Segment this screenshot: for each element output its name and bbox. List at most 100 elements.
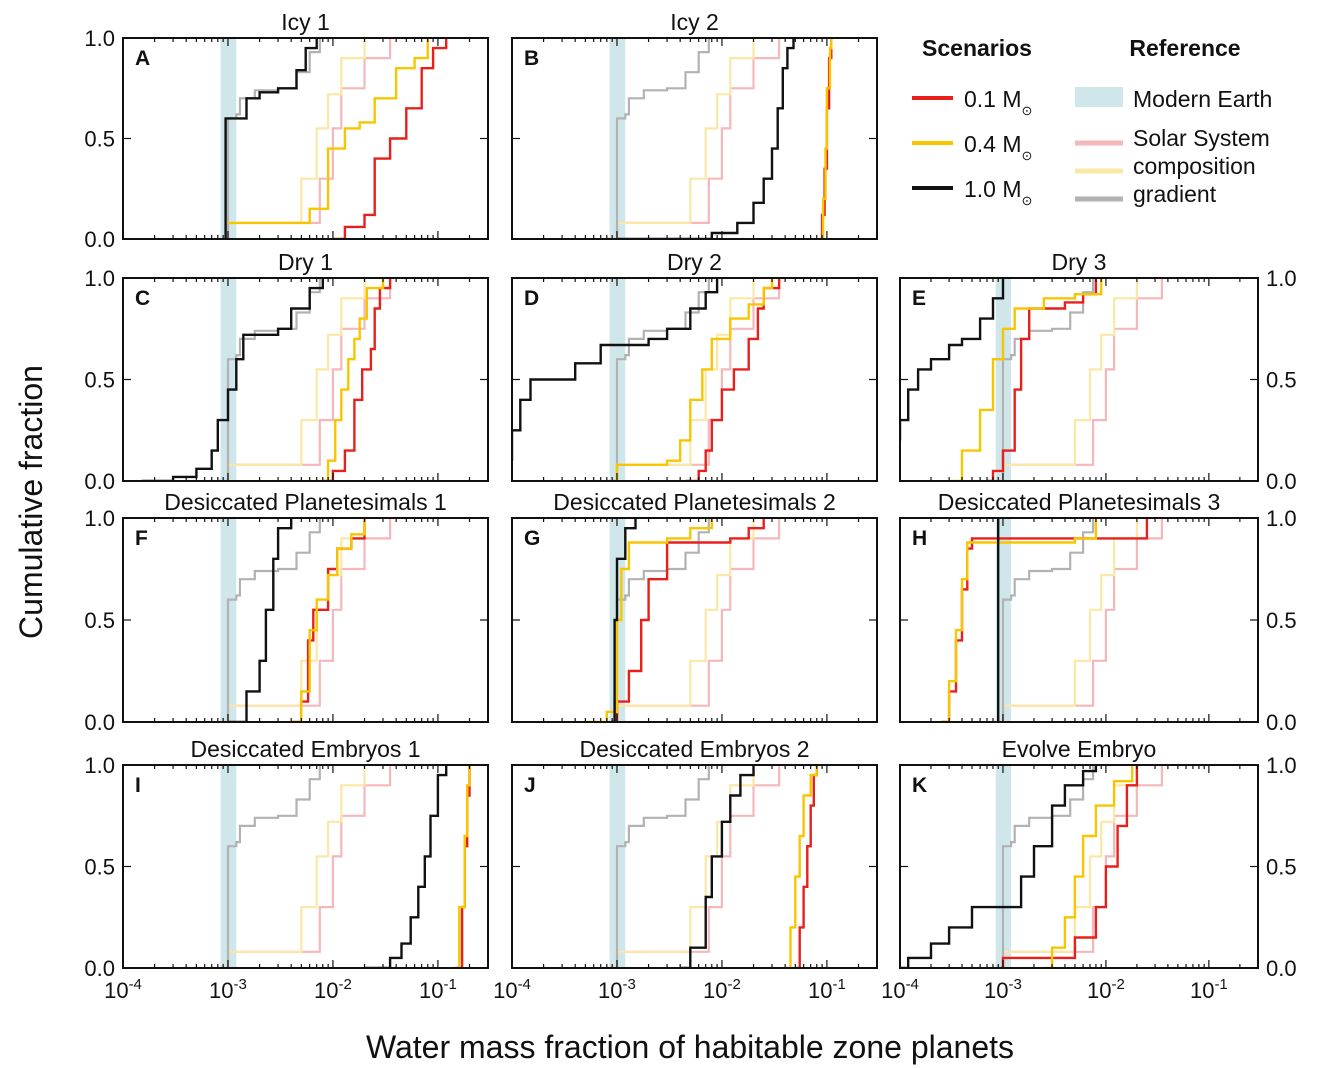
panel-label: J	[524, 774, 536, 797]
series-line	[364, 765, 448, 968]
series-line	[228, 38, 429, 225]
y-tick-label: 0.0	[84, 710, 115, 735]
x-tick-label: 10-2	[1087, 976, 1125, 1003]
reference-series-line	[606, 765, 710, 968]
legend-label-modern-earth: Modern Earth	[1133, 86, 1272, 112]
series-line	[1000, 765, 1139, 968]
y-tick-label: 0.0	[84, 469, 115, 494]
y-tick-label: 0.5	[84, 608, 115, 633]
panel-title: Dry 1	[278, 249, 333, 275]
reference-series-line	[217, 38, 366, 239]
panel-title: Icy 2	[670, 9, 719, 35]
y-tick-label: 1.0	[1266, 753, 1297, 778]
panel: 0.0 0.5 1.0 Dry 1 C	[84, 249, 489, 494]
panel-series	[900, 278, 1163, 481]
y-tick-label: 0.0	[1266, 956, 1297, 981]
x-tick-label: 10-3	[209, 976, 247, 1003]
reference-series-line	[217, 518, 321, 722]
series-line	[900, 765, 1098, 968]
panel-series	[900, 765, 1163, 968]
legend-swatch-modern-earth	[1075, 87, 1123, 107]
panel-label: B	[524, 47, 539, 70]
y-tick-label: 1.0	[84, 506, 115, 531]
series-line	[228, 518, 293, 722]
panel-series	[941, 518, 1163, 722]
y-tick-label: 0.5	[84, 855, 115, 880]
legend-label: 0.1 M⊙	[964, 86, 1032, 118]
y-tick-label: 0.5	[1266, 608, 1297, 633]
panel-title: Evolve Embryo	[1002, 736, 1157, 762]
panel-label: H	[912, 527, 927, 550]
panel-title: Desiccated Planetesimals 2	[553, 489, 836, 515]
y-tick-label: 1.0	[84, 753, 115, 778]
legend: Scenarios Reference 0.1 M⊙ 0.4 M⊙ 1.0 M⊙ Mode…	[912, 35, 1272, 208]
series-line	[941, 518, 1149, 722]
y-tick-label: 0.5	[1266, 855, 1297, 880]
y-tick-label: 0.5	[84, 368, 115, 393]
panel: 10-4 10-3 10-2 10-1 Desiccated Embryos 2 J	[493, 736, 878, 1003]
legend-reference-title: Reference	[1129, 35, 1240, 61]
y-tick-label: 1.0	[1266, 266, 1297, 291]
reference-series-line	[606, 38, 755, 239]
y-tick-label: 0.5	[84, 127, 115, 152]
y-tick-label: 0.0	[84, 956, 115, 981]
panel-label: K	[912, 774, 927, 797]
y-tick-label: 0.5	[1266, 368, 1297, 393]
reference-series-line	[217, 38, 392, 239]
series-line	[819, 38, 833, 239]
panel-label: A	[135, 47, 150, 70]
x-tick-label: 10-3	[598, 976, 636, 1003]
series-line	[685, 278, 781, 481]
series-line	[611, 518, 637, 722]
series-line	[680, 765, 755, 968]
series-line	[612, 278, 774, 481]
reference-series-line	[217, 765, 392, 968]
x-tick-label: 10-3	[984, 976, 1022, 1003]
series-line	[512, 278, 719, 461]
reference-series-line	[993, 518, 1138, 722]
series-line	[224, 38, 318, 239]
panel-frame	[899, 277, 1259, 482]
legend-label-solar-system: gradient	[1133, 181, 1217, 207]
y-tick-label: 0.0	[84, 227, 115, 252]
reference-series-line	[217, 765, 321, 968]
panel: 0.0 0.5 1.0 10-4 10-3 10-2 10-1 Desiccated Embr…	[84, 736, 489, 1003]
series-line	[332, 38, 448, 239]
panel-series	[141, 278, 392, 481]
panel: 0.0 0.5 1.0 Desiccated Planetesimals 3 H	[899, 489, 1297, 735]
panel-frame	[511, 764, 878, 969]
series-line	[617, 38, 795, 239]
panels: 0.0 0.5 1.0 Icy 1 A Icy 2 B 0.0 0.5 1.0 Dry 1 C Dry …	[84, 9, 1296, 1003]
series-line	[949, 278, 1103, 481]
panel-series	[217, 38, 448, 239]
reference-series-line	[217, 38, 321, 239]
legend-label-solar-system: composition	[1133, 153, 1256, 179]
y-axis-label: Cumulative fraction	[13, 365, 49, 639]
x-tick-label: 10-1	[1190, 976, 1228, 1003]
series-line	[453, 765, 471, 968]
reference-series-line	[993, 518, 1163, 722]
legend-label: 0.4 M⊙	[964, 131, 1032, 163]
reference-series-line	[993, 518, 1095, 722]
panel: 0.0 0.5 1.0 Icy 1 A	[84, 9, 489, 252]
reference-series-line	[217, 765, 366, 968]
panel: Icy 2 B	[511, 9, 878, 240]
legend-scenarios-title: Scenarios	[922, 35, 1032, 61]
x-tick-label: 10-4	[881, 976, 919, 1003]
series-line	[316, 278, 385, 481]
panel-title: Dry 2	[667, 249, 722, 275]
reference-series-line	[993, 765, 1095, 968]
panel: Desiccated Planetesimals 2 G	[511, 489, 878, 723]
panel-title: Desiccated Embryos 2	[579, 736, 809, 762]
x-axis-label: Water mass fraction of habitable zone pl…	[366, 1029, 1014, 1065]
y-tick-label: 1.0	[84, 266, 115, 291]
legend-label: 1.0 M⊙	[964, 176, 1032, 208]
panel: 0.0 0.5 1.0 Dry 3 E	[899, 249, 1297, 494]
panel: 0.0 0.5 1.0 10-4 10-3 10-2 10-1 Evolve Embryo K	[881, 736, 1297, 1003]
x-tick-label: 10-2	[703, 976, 741, 1003]
panel-frame	[511, 517, 878, 723]
panel-series	[512, 278, 781, 481]
panel: Dry 2 D	[511, 249, 878, 482]
x-tick-label: 10-1	[808, 976, 846, 1003]
series-line	[612, 518, 765, 722]
